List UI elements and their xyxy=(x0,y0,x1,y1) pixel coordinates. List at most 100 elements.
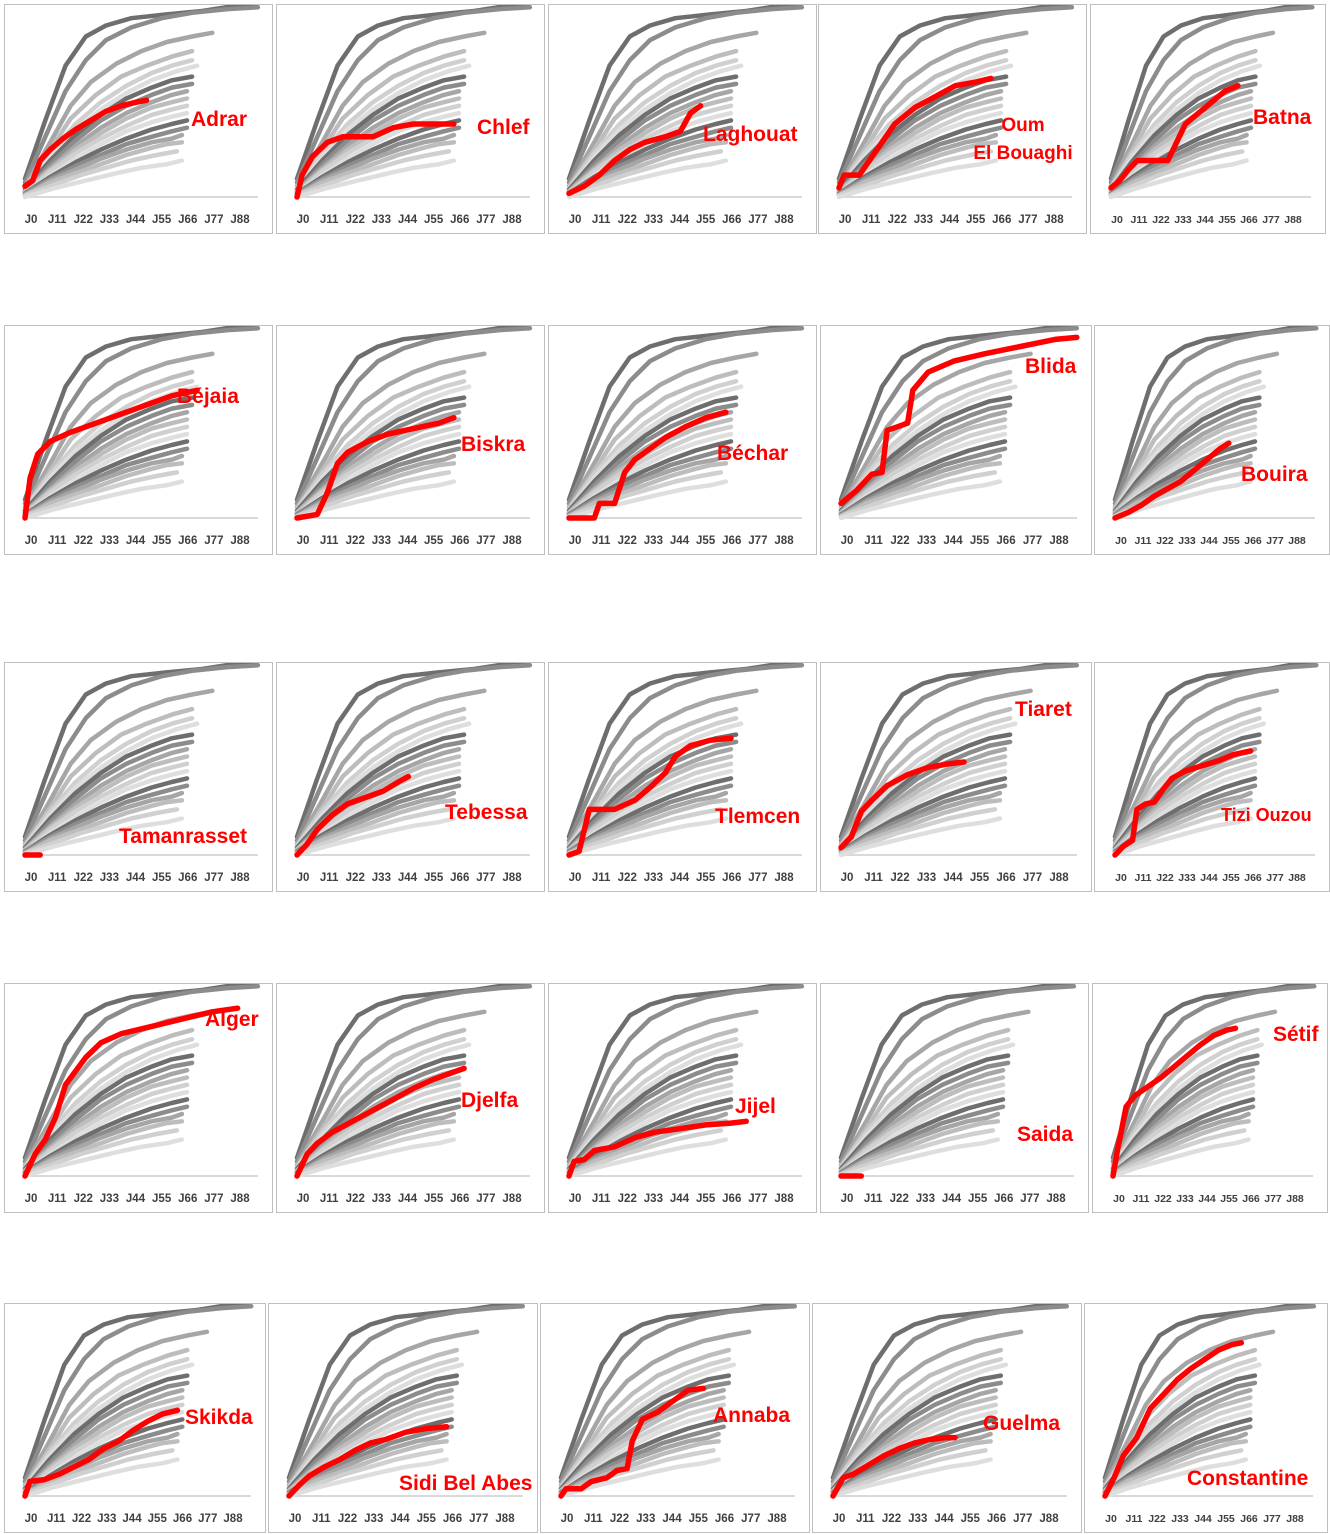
background-series-line xyxy=(294,479,457,521)
background-series-line xyxy=(1108,48,1258,191)
x-tick-label: J55 xyxy=(1218,214,1236,226)
background-series-line xyxy=(838,479,1003,521)
x-tick-label: J55 xyxy=(1220,1193,1238,1205)
background-series-line xyxy=(286,1439,449,1497)
x-tick-label: J55 xyxy=(696,872,716,884)
x-tick-label: J66 xyxy=(992,214,1011,226)
x-tick-label: J44 xyxy=(390,1513,410,1525)
background-series-line xyxy=(294,816,457,858)
x-tick-label: J66 xyxy=(994,1193,1013,1205)
highlight-series-line xyxy=(22,387,200,521)
background-series-line xyxy=(294,706,467,849)
x-tick-label: J33 xyxy=(1174,214,1192,226)
background-series-line xyxy=(22,1402,185,1495)
x-tick-label: J88 xyxy=(502,1193,522,1205)
x-tick-label: J77 xyxy=(741,1513,760,1525)
background-series-line xyxy=(1108,5,1315,185)
highlight-series-line xyxy=(830,1434,958,1499)
background-series-line xyxy=(22,369,195,512)
x-tick-label: J22 xyxy=(74,872,93,884)
x-tick-label: J11 xyxy=(584,1513,603,1525)
background-series-line xyxy=(1112,479,1253,521)
x-tick-label: J55 xyxy=(966,214,986,226)
x-tick-label: J77 xyxy=(476,214,495,226)
x-tick-label: J22 xyxy=(1156,872,1174,884)
background-series-line xyxy=(566,984,805,1164)
background-series-line xyxy=(566,1128,724,1177)
x-tick-label: J33 xyxy=(100,214,119,226)
background-series-line xyxy=(22,732,195,850)
line-chart: J0 J11 J22 J33 J44 J55 J66 J77 J88 Constantine xyxy=(1102,1304,1317,1525)
background-series-line xyxy=(836,57,1009,191)
x-tick-label: J66 xyxy=(1244,872,1262,884)
background-series-line xyxy=(294,369,467,512)
background-series-line xyxy=(1102,1439,1249,1497)
wilaya-label: Blida xyxy=(1025,355,1077,378)
x-tick-label: J88 xyxy=(502,872,522,884)
background-series-line xyxy=(566,1042,744,1171)
background-series-line xyxy=(22,1060,195,1173)
x-tick-label: J0 xyxy=(25,1193,38,1205)
x-tick-label: J55 xyxy=(424,1193,444,1205)
x-tick-label: J55 xyxy=(152,214,172,226)
background-series-line xyxy=(22,140,185,198)
x-tick-label: J88 xyxy=(1039,1513,1059,1525)
x-tick-label: J33 xyxy=(644,214,663,226)
background-series-line xyxy=(830,1439,993,1497)
x-tick-label: J44 xyxy=(126,214,146,226)
x-tick-label: J66 xyxy=(1240,1513,1258,1525)
x-tick-label: J11 xyxy=(48,535,67,547)
x-tick-label: J77 xyxy=(748,535,767,547)
wilaya-label: Djelfa xyxy=(461,1089,519,1112)
x-tick-label: J33 xyxy=(1176,1193,1194,1205)
background-series-line xyxy=(1110,1042,1265,1171)
x-tick-label: J55 xyxy=(696,214,716,226)
x-tick-label: J77 xyxy=(1020,1193,1039,1205)
x-tick-label: J55 xyxy=(1222,535,1240,547)
x-tick-label: J33 xyxy=(917,872,936,884)
background-series-line xyxy=(558,1347,732,1490)
x-tick-label: J66 xyxy=(178,872,197,884)
line-chart: J0 J11 J22 J33 J44 J55 J66 J77 J88 Tamanrasset xyxy=(22,663,261,884)
background-series-line xyxy=(294,1137,457,1179)
wilaya-label: Tamanrasset xyxy=(119,825,247,848)
line-chart: J0 J11 J22 J33 J44 J55 J66 J77 J88 Oum El Bouaghi xyxy=(836,5,1075,226)
background-series-line xyxy=(22,798,185,856)
background-series-line xyxy=(1112,351,1280,510)
x-tick-label: J33 xyxy=(372,535,391,547)
background-series-line xyxy=(294,351,487,510)
x-tick-label: J66 xyxy=(450,535,469,547)
highlight-series-line xyxy=(566,409,729,521)
line-chart: J0 J11 J22 J33 J44 J55 J66 J77 J88 Adrar xyxy=(22,5,261,226)
highlight-series-line xyxy=(566,103,704,197)
line-chart: J0 J11 J22 J33 J44 J55 J66 J77 J88 Blida xyxy=(838,326,1080,547)
x-tick-label: J66 xyxy=(450,1193,469,1205)
x-tick-label: J44 xyxy=(1198,1193,1216,1205)
x-tick-label: J0 xyxy=(569,214,582,226)
x-tick-label: J77 xyxy=(204,1193,223,1205)
wilaya-label: Constantine xyxy=(1187,1467,1308,1490)
x-tick-label: J11 xyxy=(592,872,611,884)
background-series-line xyxy=(294,984,533,1164)
x-tick-label: J0 xyxy=(25,1513,38,1525)
background-series-line xyxy=(1112,761,1258,854)
highlight-series-line xyxy=(566,735,734,858)
background-series-line xyxy=(22,81,195,194)
background-series-line xyxy=(838,739,1013,852)
background-series-line xyxy=(836,103,1004,196)
background-series-line xyxy=(1108,149,1245,198)
line-chart: J0 J11 J22 J33 J44 J55 J66 J77 J88 Sétif xyxy=(1110,984,1320,1205)
x-tick-label: J77 xyxy=(748,872,767,884)
x-tick-label: J66 xyxy=(722,214,741,226)
background-series-line xyxy=(22,1439,180,1497)
x-tick-label: J44 xyxy=(398,214,418,226)
x-tick-label: J33 xyxy=(908,1513,927,1525)
background-series-line xyxy=(1110,1053,1260,1171)
x-tick-label: J55 xyxy=(152,872,172,884)
background-series-line xyxy=(566,5,805,185)
background-series-line xyxy=(838,424,1008,517)
x-tick-label: J11 xyxy=(320,535,339,547)
background-series-line xyxy=(830,1457,993,1499)
background-series-line xyxy=(566,74,739,192)
line-chart: J0 J11 J22 J33 J44 J55 J66 J77 J88 Laghouat xyxy=(566,5,805,226)
